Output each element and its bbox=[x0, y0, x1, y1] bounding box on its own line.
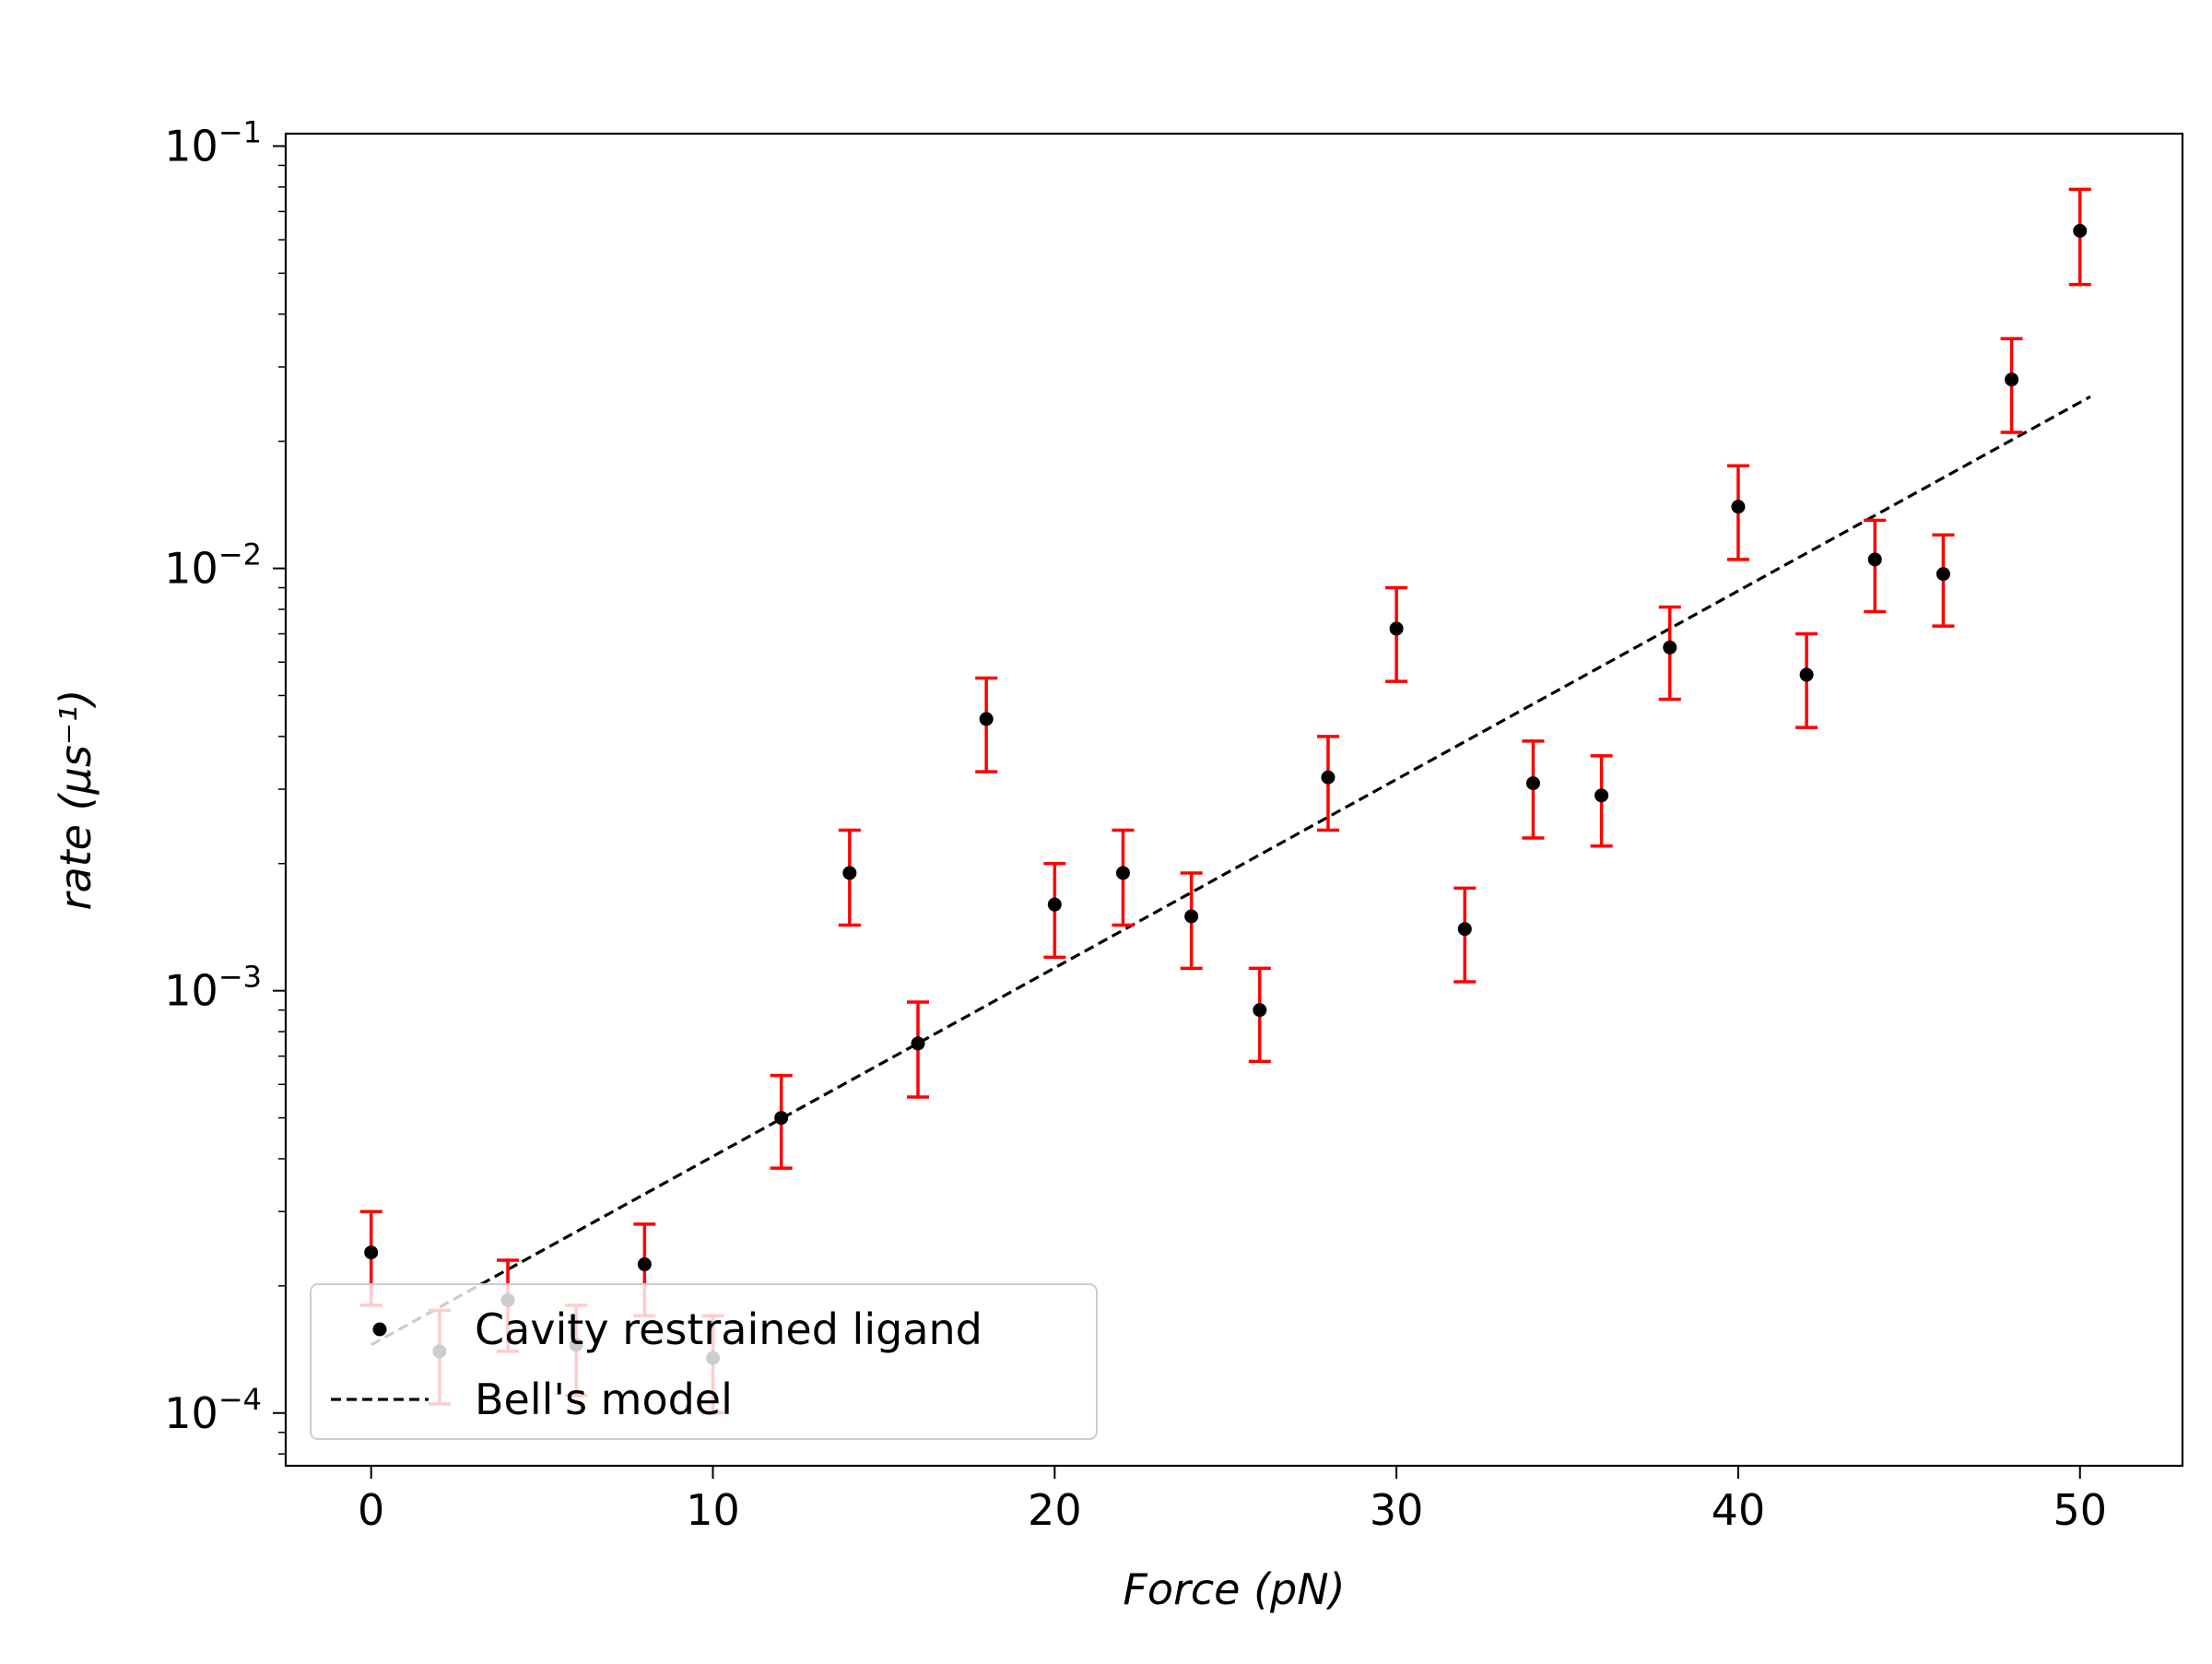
x-tick-label: 30 bbox=[1370, 1485, 1424, 1535]
legend: Cavity restrained ligand Bell's model bbox=[310, 1283, 1098, 1440]
data-point bbox=[2005, 372, 2019, 387]
axes-frame bbox=[284, 132, 2184, 1468]
data-point bbox=[1389, 621, 1404, 636]
y-axis-label: rate (μs⁻¹) bbox=[51, 690, 100, 911]
x-axis-label: Force (pN) bbox=[1123, 1564, 1345, 1614]
data-point bbox=[2073, 223, 2088, 238]
y-tick-label: 10−3 bbox=[164, 960, 262, 1016]
points-layer bbox=[364, 223, 2088, 1365]
data-point bbox=[1867, 552, 1882, 567]
y-tick-label: 10−4 bbox=[164, 1382, 262, 1438]
x-tick-label: 20 bbox=[1028, 1485, 1082, 1535]
data-point bbox=[1663, 640, 1677, 655]
data-point bbox=[1799, 667, 1814, 682]
y-tick-label: 10−1 bbox=[164, 114, 262, 171]
data-point bbox=[1525, 776, 1540, 791]
legend-label-points: Cavity restrained ligand bbox=[475, 1304, 982, 1354]
data-point bbox=[1321, 770, 1335, 785]
data-point bbox=[774, 1111, 789, 1126]
data-point bbox=[979, 712, 994, 726]
data-point bbox=[911, 1036, 925, 1051]
data-point bbox=[1115, 866, 1130, 880]
x-tick-label: 0 bbox=[358, 1485, 384, 1535]
bells-model-line bbox=[370, 395, 2091, 1347]
legend-box bbox=[310, 1283, 1098, 1440]
fit-layer bbox=[370, 395, 2091, 1347]
data-point bbox=[637, 1257, 652, 1271]
data-point bbox=[364, 1245, 379, 1260]
y-tick-label: 10−2 bbox=[164, 537, 262, 594]
x-tick-label: 50 bbox=[2053, 1485, 2107, 1535]
data-point bbox=[1184, 909, 1199, 924]
data-point bbox=[1731, 500, 1746, 514]
data-point bbox=[1594, 788, 1609, 803]
data-point bbox=[842, 866, 857, 880]
data-point bbox=[1047, 897, 1062, 912]
legend-label-line: Bell's model bbox=[475, 1375, 733, 1424]
x-tick-label: 40 bbox=[1712, 1485, 1766, 1535]
legend-marker-points bbox=[372, 1322, 387, 1337]
data-point bbox=[1253, 1003, 1267, 1018]
ticks-layer: 0 10 20 30 40 50 10−4 10−3 10−2 10−1 bbox=[164, 114, 2107, 1535]
errorbars-layer bbox=[359, 187, 2091, 1415]
x-tick-label: 10 bbox=[686, 1485, 740, 1535]
data-point bbox=[1936, 567, 1950, 582]
data-point bbox=[1457, 922, 1472, 937]
